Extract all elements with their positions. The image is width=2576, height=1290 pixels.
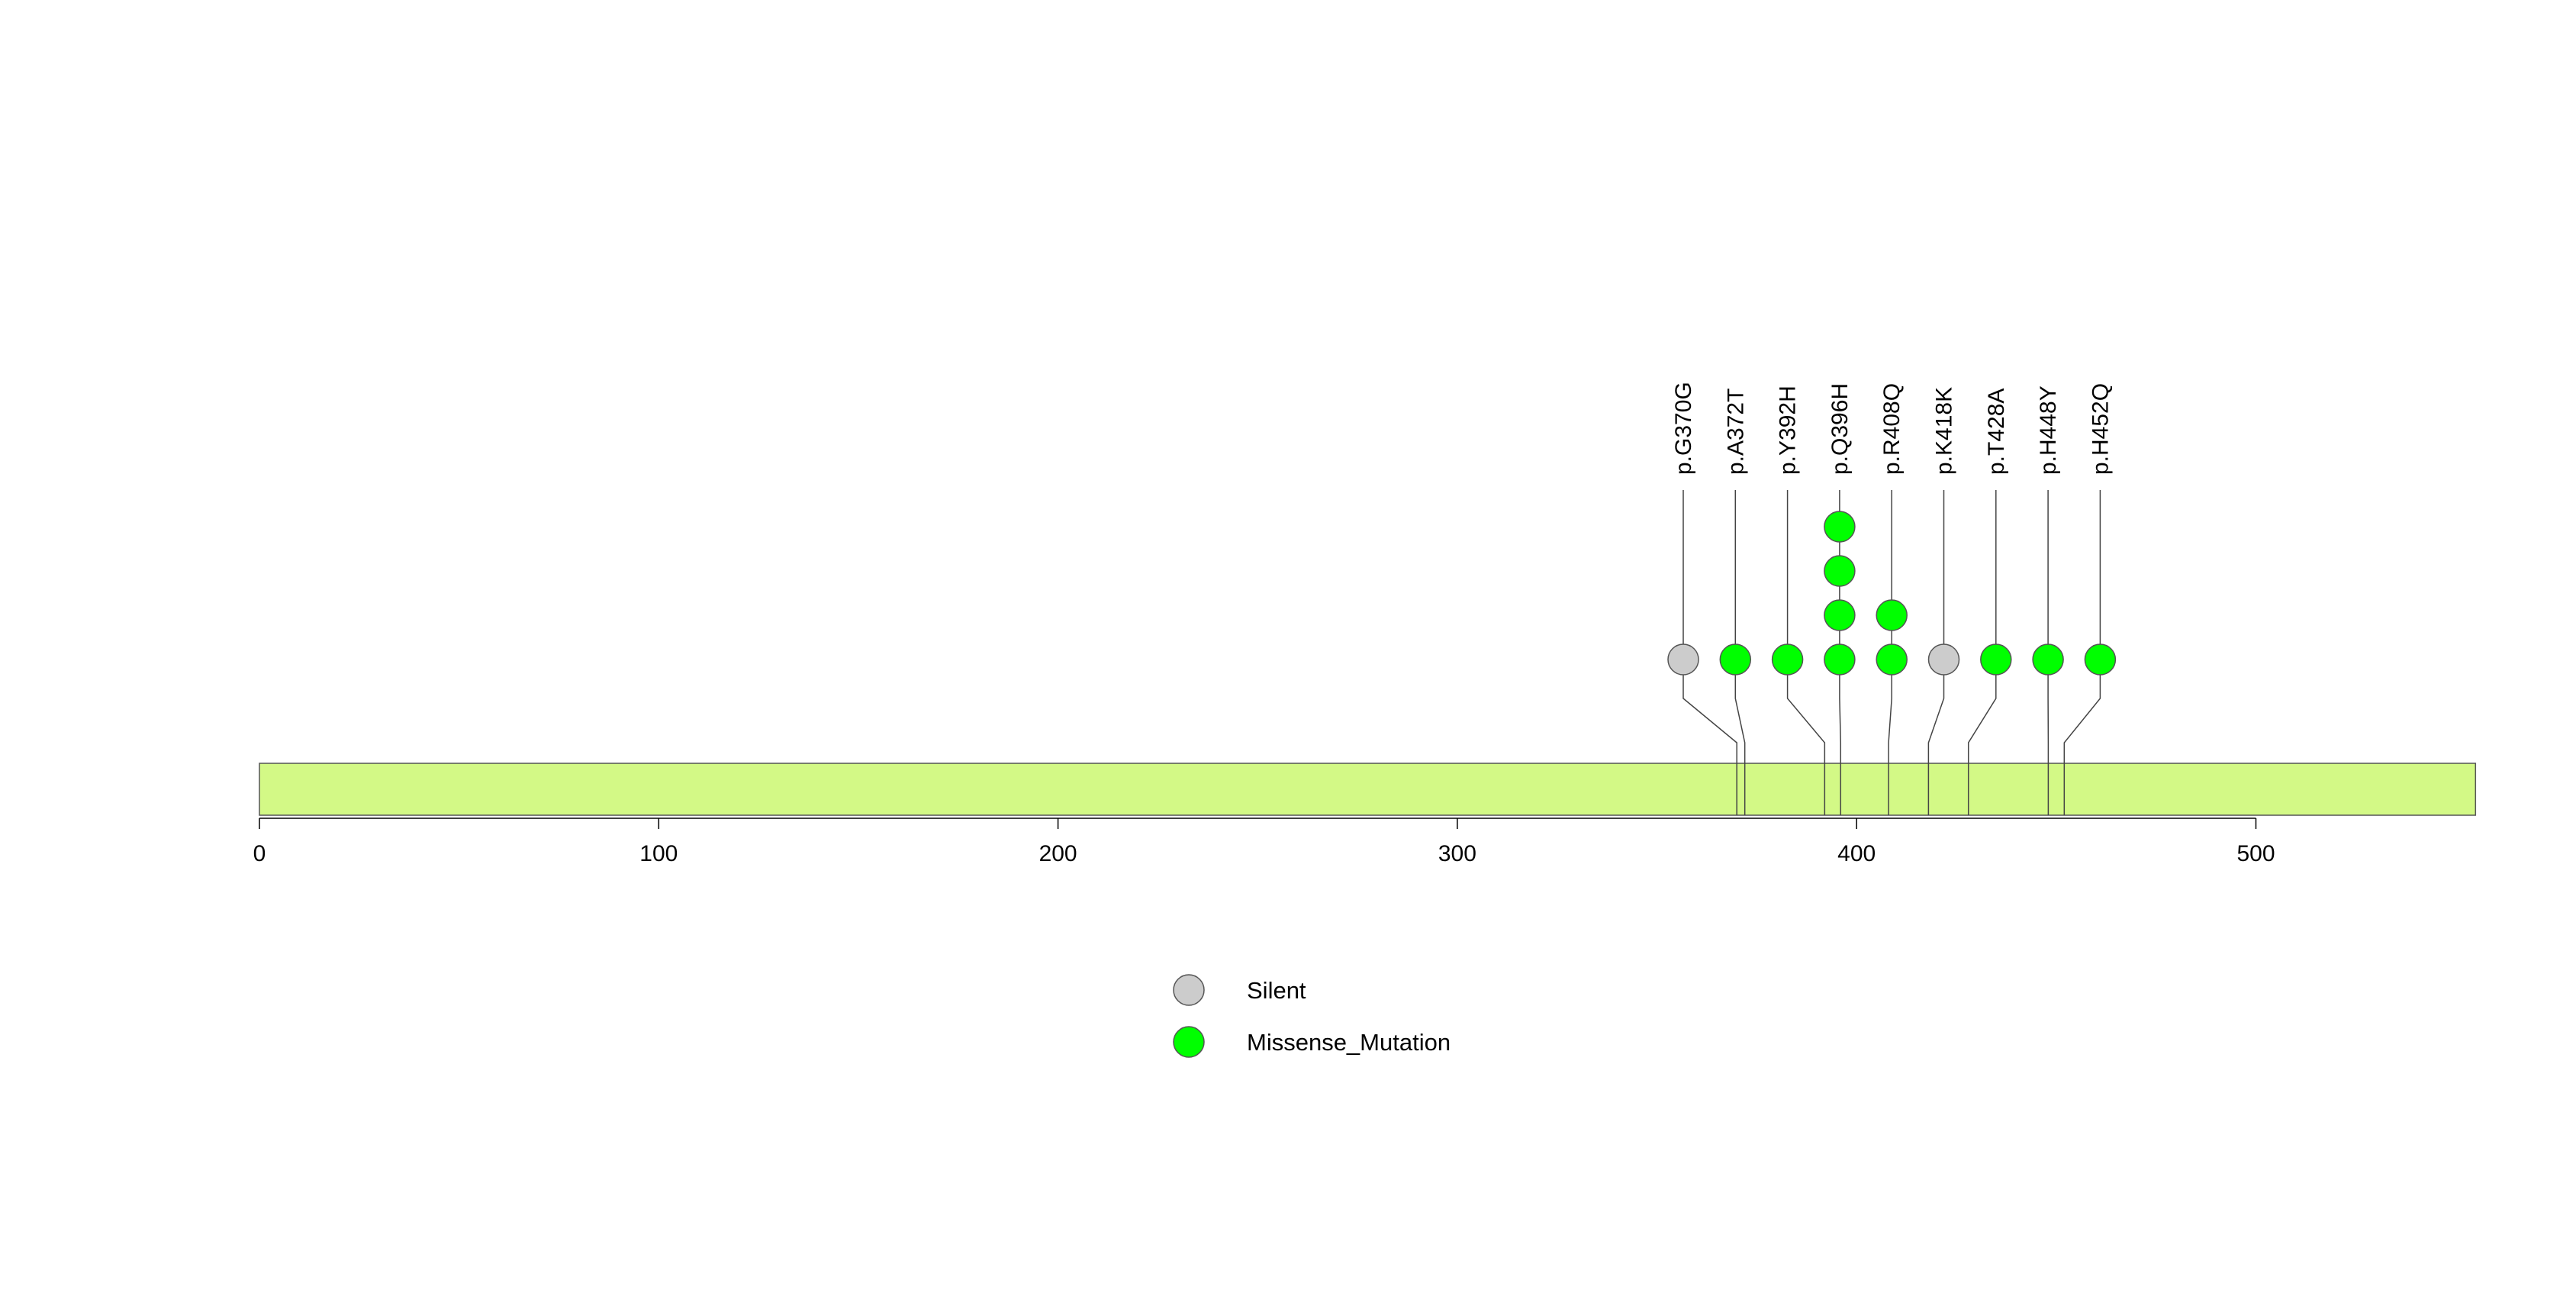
mutation-lollipop: p.T428A bbox=[1967, 389, 2012, 815]
mutation-stem bbox=[1682, 490, 1737, 815]
mutation-dot bbox=[1824, 511, 1856, 543]
mutation-dot bbox=[1980, 643, 2012, 676]
protein-bar bbox=[259, 763, 2477, 816]
x-tick-label: 100 bbox=[639, 841, 678, 866]
legend-entry: Missense_Mutation bbox=[1173, 1026, 1451, 1058]
mutation-lollipop: p.Q396H bbox=[1824, 383, 1856, 815]
x-tick-label: 0 bbox=[253, 841, 266, 866]
mutation-label: p.Q396H bbox=[1827, 383, 1853, 475]
mutation-dot bbox=[1876, 599, 1908, 631]
mutation-label: p.T428A bbox=[1984, 389, 2009, 475]
x-tick-label: 400 bbox=[1837, 841, 1876, 866]
mutation-label: p.R408Q bbox=[1879, 383, 1905, 475]
x-tick-label: 500 bbox=[2236, 841, 2275, 866]
mutation-lollipop: p.K418K bbox=[1927, 387, 1960, 815]
mutation-label: p.H448Y bbox=[2036, 385, 2061, 475]
mutation-stem bbox=[1734, 490, 1746, 815]
mutation-stem bbox=[2063, 490, 2101, 815]
mutation-stem bbox=[1967, 490, 1997, 815]
mutation-label: p.A372T bbox=[1723, 389, 1748, 475]
mutation-dot bbox=[1824, 555, 1856, 587]
x-tick-label: 200 bbox=[1039, 841, 1077, 866]
mutation-dot bbox=[1876, 643, 1908, 676]
mutation-label: p.Y392H bbox=[1776, 385, 1801, 475]
legend-label: Missense_Mutation bbox=[1247, 1029, 1451, 1056]
mutation-label: p.G370G bbox=[1671, 382, 1696, 475]
x-tick-label: 300 bbox=[1438, 841, 1476, 866]
mutation-stem bbox=[1888, 490, 1892, 815]
mutation-dot bbox=[1927, 643, 1960, 676]
mutation-lollipop: p.H448Y bbox=[2032, 385, 2064, 815]
legend-entry: Silent bbox=[1173, 974, 1306, 1006]
mutation-dot bbox=[2032, 643, 2064, 676]
mutation-dot bbox=[1824, 599, 1856, 631]
mutation-dot bbox=[1719, 643, 1752, 676]
mutation-label: p.H452Q bbox=[2088, 383, 2113, 475]
mutation-lollipops: p.G370G p.A372T p.Y392H p.Q396H p.R408Q p.K41… bbox=[1667, 382, 2117, 815]
legend-label: Silent bbox=[1247, 977, 1306, 1004]
mutation-dot bbox=[1771, 643, 1804, 676]
mutation-dot bbox=[1824, 643, 1856, 676]
mutation-stem bbox=[1927, 490, 1945, 815]
mutation-lollipop: p.A372T bbox=[1719, 389, 1752, 815]
legend-swatch bbox=[1173, 974, 1205, 1006]
mutation-lollipop: p.H452Q bbox=[2063, 383, 2117, 815]
mutation-stem bbox=[1786, 490, 1826, 815]
mutation-lollipop: p.Y392H bbox=[1771, 385, 1826, 815]
protein-bar-layer bbox=[259, 763, 2477, 816]
x-axis: 0 100 200 300 400 500 bbox=[253, 818, 2275, 866]
legend: Silent Missense_Mutation bbox=[1173, 974, 1451, 1058]
mutation-label: p.K418K bbox=[1932, 387, 1957, 475]
legend-swatch bbox=[1173, 1026, 1205, 1058]
mutation-lollipop: p.R408Q bbox=[1876, 383, 1908, 815]
mutation-dot bbox=[1667, 643, 1699, 676]
mutation-lollipop: p.G370G bbox=[1667, 382, 1737, 815]
mutation-dot bbox=[2084, 643, 2117, 676]
